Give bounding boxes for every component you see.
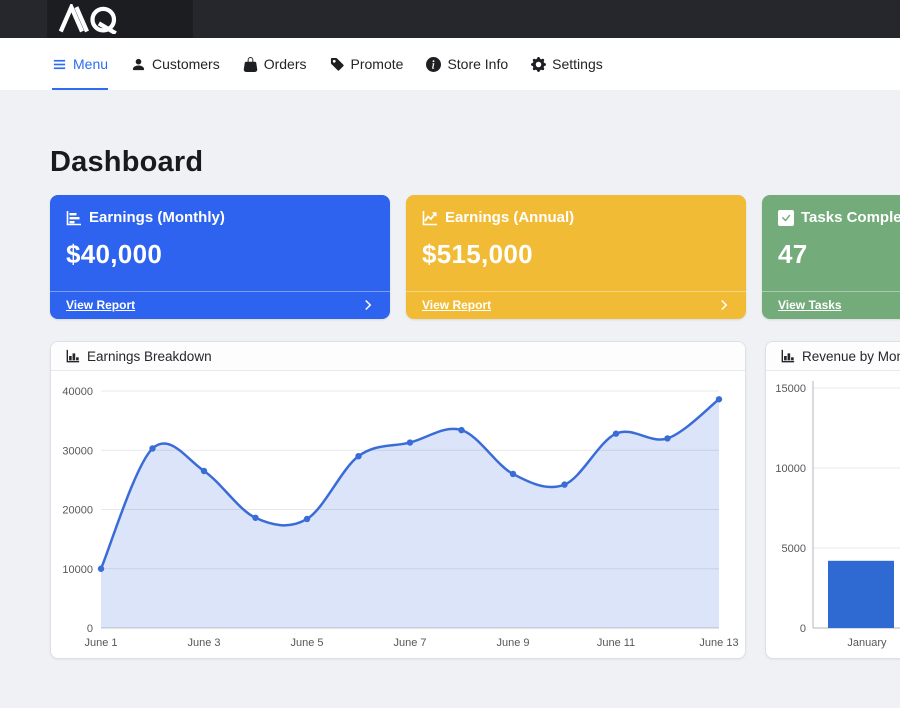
- svg-text:5000: 5000: [782, 543, 806, 555]
- card-body: Earnings (Annual) $515,000: [406, 195, 746, 270]
- svg-text:10000: 10000: [775, 463, 806, 475]
- revenue-by-month-card: Revenue by Month 0 5000 10000 15000 January: [765, 341, 900, 659]
- chart-card-header: Revenue by Month: [766, 342, 900, 371]
- link-label: View Tasks: [778, 298, 842, 312]
- link-label: View Report: [66, 298, 136, 312]
- svg-text:15000: 15000: [775, 383, 806, 395]
- charts-row: Earnings Breakdown 0 10000 20000 30000 40000…: [50, 341, 900, 659]
- svg-text:June 5: June 5: [290, 637, 323, 649]
- nav-item-settings[interactable]: Settings: [531, 38, 603, 90]
- main-content: Dashboard Earnings (Monthly) $40,000 Vie…: [0, 90, 900, 659]
- chart-title: Earnings Breakdown: [87, 348, 212, 364]
- metric-value: $40,000: [66, 239, 163, 269]
- mq-logo-icon: [58, 4, 117, 34]
- topbar: [0, 0, 900, 38]
- svg-text:30000: 30000: [62, 445, 93, 457]
- svg-text:20000: 20000: [62, 505, 93, 517]
- chevron-right-icon: [721, 299, 728, 311]
- nav-item-label: Settings: [552, 56, 603, 72]
- bar-chart-icon: [66, 210, 81, 225]
- chart-card-header: Earnings Breakdown: [51, 342, 745, 371]
- earnings-annual-card: Earnings (Annual) $515,000 View Report: [406, 195, 746, 319]
- check-square-icon: [778, 209, 794, 226]
- earnings-breakdown-card: Earnings Breakdown 0 10000 20000 30000 40000…: [50, 341, 746, 659]
- nav-item-customers[interactable]: Customers: [131, 38, 220, 90]
- svg-text:June 7: June 7: [393, 637, 426, 649]
- nav-item-label: Menu: [73, 56, 109, 72]
- svg-text:10000: 10000: [62, 564, 93, 576]
- svg-text:June 13: June 13: [699, 637, 738, 649]
- svg-text:0: 0: [800, 623, 806, 635]
- card-title: Tasks Completed: [801, 209, 900, 226]
- view-tasks-link[interactable]: View Tasks: [762, 291, 900, 319]
- nav-item-label: Customers: [152, 56, 220, 72]
- nav-item-label: Promote: [350, 56, 404, 72]
- page-title: Dashboard: [50, 146, 204, 178]
- svg-text:June 9: June 9: [496, 637, 529, 649]
- svg-text:June 3: June 3: [187, 637, 220, 649]
- info-circle-icon: [426, 56, 442, 72]
- chart-body: 0 5000 10000 15000 January: [766, 371, 900, 659]
- metric-value: $515,000: [422, 239, 533, 269]
- hamburger-icon: [53, 59, 66, 69]
- card-body: Tasks Completed 47: [762, 195, 900, 270]
- view-report-link[interactable]: View Report: [406, 291, 746, 319]
- view-report-link[interactable]: View Report: [50, 291, 390, 319]
- nav-item-store-info[interactable]: Store Info: [426, 38, 508, 90]
- tasks-completed-card: Tasks Completed 47 View Tasks: [762, 195, 900, 319]
- nav-item-label: Store Info: [447, 56, 509, 72]
- gear-icon: [531, 56, 547, 72]
- chart-icon: [781, 349, 795, 363]
- metric-value: 47: [778, 239, 808, 269]
- nav-item-menu[interactable]: Menu: [52, 38, 109, 90]
- svg-text:0: 0: [87, 623, 93, 635]
- chevron-right-icon: [365, 299, 372, 311]
- metric-cards-row: Earnings (Monthly) $40,000 View Report: [50, 195, 900, 319]
- chart-title: Revenue by Month: [802, 348, 900, 364]
- svg-text:January: January: [847, 637, 887, 649]
- bag-icon: [243, 56, 257, 72]
- svg-text:June 1: June 1: [84, 637, 117, 649]
- revenue-by-month-chart[interactable]: 0 5000 10000 15000 January: [766, 371, 900, 659]
- earnings-monthly-card: Earnings (Monthly) $40,000 View Report: [50, 195, 390, 319]
- nav-item-orders[interactable]: Orders: [243, 38, 307, 90]
- card-title: Earnings (Annual): [445, 209, 575, 226]
- card-body: Earnings (Monthly) $40,000: [50, 195, 390, 270]
- earnings-breakdown-chart[interactable]: 0 10000 20000 30000 40000 June 1 June 3 June 5 J…: [51, 371, 745, 659]
- tag-icon: [330, 57, 344, 71]
- logo[interactable]: [47, 0, 193, 38]
- chart-icon: [66, 349, 80, 363]
- link-label: View Report: [422, 298, 492, 312]
- line-chart-icon: [422, 210, 437, 225]
- main-nav: Menu Customers Orders Promote Store Info…: [0, 38, 900, 90]
- nav-item-promote[interactable]: Promote: [330, 38, 404, 90]
- nav-item-label: Orders: [263, 56, 307, 72]
- person-icon: [132, 58, 145, 70]
- card-title: Earnings (Monthly): [89, 209, 225, 226]
- svg-text:40000: 40000: [62, 386, 93, 398]
- svg-text:June 11: June 11: [597, 637, 635, 649]
- chart-body: 0 10000 20000 30000 40000 June 1 June 3 June 5 J…: [51, 371, 745, 659]
